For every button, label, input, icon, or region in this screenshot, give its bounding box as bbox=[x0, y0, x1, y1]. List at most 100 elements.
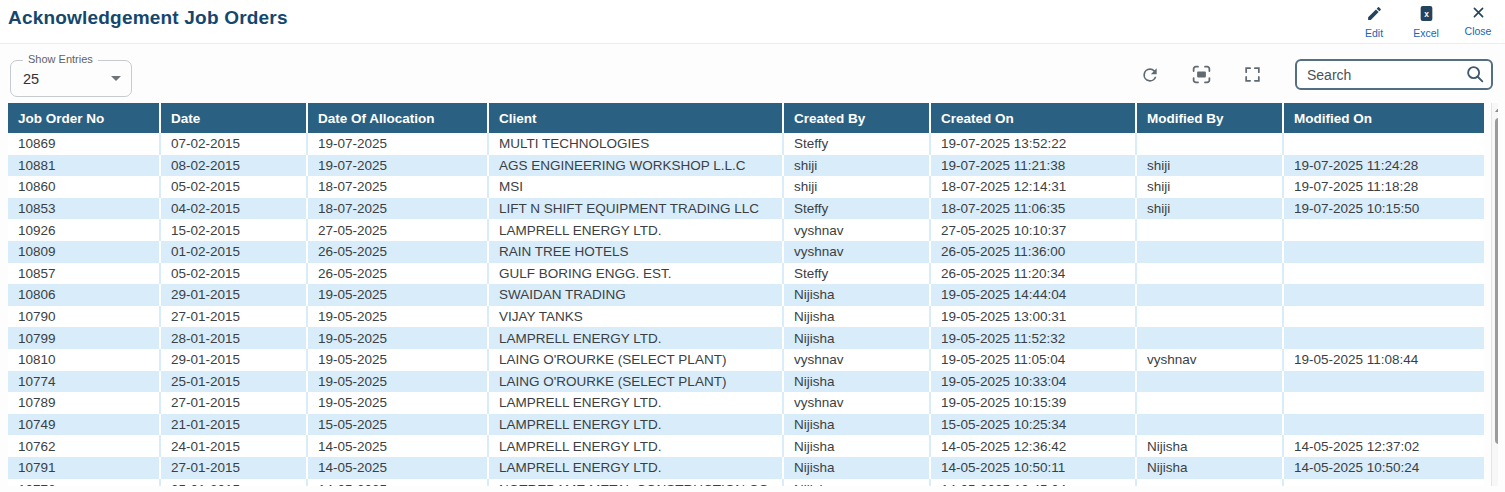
table-cell bbox=[1136, 371, 1283, 393]
table-cell: 04-02-2015 bbox=[160, 198, 307, 220]
table-row[interactable]: 1085304-02-201518-07-2025LIFT N SHIFT EQ… bbox=[8, 198, 1484, 220]
table-row[interactable]: 1086005-02-201518-07-2025MSIshiji18-07-2… bbox=[8, 176, 1484, 198]
table-cell: 19-05-2025 14:44:04 bbox=[930, 284, 1136, 306]
table-cell bbox=[1136, 133, 1283, 155]
table-row[interactable]: 1077625-01-201514-05-2025NOTREDAME METAL… bbox=[8, 479, 1484, 487]
table-cell: Nijisha bbox=[783, 435, 930, 457]
show-entries-select[interactable]: Show Entries 25 bbox=[10, 60, 132, 97]
excel-button-label: Excel bbox=[1413, 27, 1439, 39]
table-row[interactable]: 1080901-02-201526-05-2025RAIN TREE HOTEL… bbox=[8, 241, 1484, 263]
page-title: Acknowledgement Job Orders bbox=[8, 5, 288, 29]
show-entries-label: Show Entries bbox=[23, 53, 98, 65]
vertical-scrollbar[interactable] bbox=[1491, 103, 1498, 486]
table-cell: NOTREDAME METAL CONSTRUCTION CO bbox=[488, 479, 783, 487]
fullscreen-icon[interactable] bbox=[1240, 63, 1264, 87]
table-cell: 19-07-2025 bbox=[307, 133, 488, 155]
column-header-date-of-allocation[interactable]: Date Of Allocation bbox=[307, 103, 488, 133]
table-cell: RAIN TREE HOTELS bbox=[488, 241, 783, 263]
column-header-client[interactable]: Client bbox=[488, 103, 783, 133]
scroll-up-arrow[interactable] bbox=[1492, 103, 1498, 116]
table-cell: Steffy bbox=[783, 263, 930, 285]
fit-to-screen-icon[interactable] bbox=[1189, 63, 1213, 87]
table-cell: shiji bbox=[783, 176, 930, 198]
table-row[interactable]: 1086907-02-201519-07-2025MULTI TECHNOLOG… bbox=[8, 133, 1484, 155]
table-cell: Nijisha bbox=[783, 327, 930, 349]
table-cell bbox=[1283, 392, 1484, 414]
column-header-job-order-no[interactable]: Job Order No bbox=[8, 103, 160, 133]
table-cell: 05-02-2015 bbox=[160, 263, 307, 285]
table-cell: Steffy bbox=[783, 133, 930, 155]
table-cell bbox=[1136, 219, 1283, 241]
table-cell: Nijisha bbox=[783, 414, 930, 436]
column-header-modified-by[interactable]: Modified By bbox=[1136, 103, 1283, 133]
table-cell: 19-05-2025 bbox=[307, 327, 488, 349]
table-cell: GULF BORING ENGG. EST. bbox=[488, 263, 783, 285]
table-cell: 19-07-2025 11:24:28 bbox=[1283, 155, 1484, 177]
chevron-down-icon bbox=[111, 76, 121, 81]
table-cell bbox=[1283, 414, 1484, 436]
table-row[interactable]: 1077425-01-201519-05-2025LAING O'ROURKE … bbox=[8, 371, 1484, 393]
table-cell: 19-05-2025 bbox=[307, 284, 488, 306]
table-cell: LIFT N SHIFT EQUIPMENT TRADING LLC bbox=[488, 198, 783, 220]
table-cell: 28-01-2015 bbox=[160, 327, 307, 349]
table-row[interactable]: 1074921-01-201515-05-2025LAMPRELL ENERGY… bbox=[8, 414, 1484, 436]
column-header-created-by[interactable]: Created By bbox=[783, 103, 930, 133]
table-row[interactable]: 1079127-01-201514-05-2025LAMPRELL ENERGY… bbox=[8, 457, 1484, 479]
show-entries-value: 25 bbox=[23, 71, 111, 87]
table-cell: 19-05-2025 bbox=[307, 349, 488, 371]
table-cell: VIJAY TANKS bbox=[488, 306, 783, 328]
table-cell: 10857 bbox=[8, 263, 160, 285]
acknowledgement-job-orders-screen: Acknowledgement Job Orders Edit x Excel bbox=[0, 0, 1505, 492]
table-cell: Nijisha bbox=[1136, 435, 1283, 457]
table-cell: LAING O'ROURKE (SELECT PLANT) bbox=[488, 371, 783, 393]
table-cell: vyshnav bbox=[783, 241, 930, 263]
table-row[interactable]: 1079027-01-201519-05-2025VIJAY TANKSNiji… bbox=[8, 306, 1484, 328]
edit-button[interactable]: Edit bbox=[1359, 5, 1389, 39]
table-cell: 18-07-2025 12:14:31 bbox=[930, 176, 1136, 198]
column-header-date[interactable]: Date bbox=[160, 103, 307, 133]
table-cell: 18-07-2025 bbox=[307, 198, 488, 220]
table-cell: 10926 bbox=[8, 219, 160, 241]
scrollbar-thumb[interactable] bbox=[1495, 118, 1498, 444]
table-row[interactable]: 1076224-01-201514-05-2025LAMPRELL ENERGY… bbox=[8, 435, 1484, 457]
table-cell: 26-05-2025 bbox=[307, 263, 488, 285]
table-cell bbox=[1283, 306, 1484, 328]
table-cell: Nijisha bbox=[783, 284, 930, 306]
job-orders-card: Show Entries 25 bbox=[0, 43, 1505, 492]
table-cell bbox=[1136, 327, 1283, 349]
close-button[interactable]: Close bbox=[1463, 5, 1493, 39]
table-row[interactable]: 1088108-02-201519-07-2025AGS ENGINEERING… bbox=[8, 155, 1484, 177]
table-cell: LAMPRELL ENERGY LTD. bbox=[488, 327, 783, 349]
table-cell: 27-01-2015 bbox=[160, 392, 307, 414]
table-cell: shiji bbox=[1136, 155, 1283, 177]
table-row[interactable]: 1085705-02-201526-05-2025GULF BORING ENG… bbox=[8, 263, 1484, 285]
table-cell bbox=[1136, 284, 1283, 306]
table-row[interactable]: 1079928-01-201519-05-2025LAMPRELL ENERGY… bbox=[8, 327, 1484, 349]
table-cell: 10806 bbox=[8, 284, 160, 306]
table-cell: 08-02-2015 bbox=[160, 155, 307, 177]
table-cell: 25-01-2015 bbox=[160, 479, 307, 487]
table-row[interactable]: 1081029-01-201519-05-2025LAING O'ROURKE … bbox=[8, 349, 1484, 371]
table-cell: 10791 bbox=[8, 457, 160, 479]
table-cell: 15-05-2025 10:25:34 bbox=[930, 414, 1136, 436]
table-cell: 18-07-2025 bbox=[307, 176, 488, 198]
table-row[interactable]: 1092615-02-201527-05-2025LAMPRELL ENERGY… bbox=[8, 219, 1484, 241]
table-row[interactable]: 1080629-01-201519-05-2025SWAIDAN TRADING… bbox=[8, 284, 1484, 306]
table-row[interactable]: 1078927-01-201519-05-2025LAMPRELL ENERGY… bbox=[8, 392, 1484, 414]
refresh-icon[interactable] bbox=[1138, 63, 1162, 87]
table-cell: 10789 bbox=[8, 392, 160, 414]
column-header-modified-on[interactable]: Modified On bbox=[1283, 103, 1484, 133]
table-cell: vyshnav bbox=[1136, 349, 1283, 371]
column-header-created-on[interactable]: Created On bbox=[930, 103, 1136, 133]
table-cell: LAMPRELL ENERGY LTD. bbox=[488, 457, 783, 479]
table-cell: SWAIDAN TRADING bbox=[488, 284, 783, 306]
search-box bbox=[1295, 59, 1493, 90]
table-cell: 19-05-2025 10:15:39 bbox=[930, 392, 1136, 414]
table-cell: 10790 bbox=[8, 306, 160, 328]
table-cell: 19-07-2025 13:52:22 bbox=[930, 133, 1136, 155]
table-cell: 26-05-2025 11:36:00 bbox=[930, 241, 1136, 263]
excel-button[interactable]: x Excel bbox=[1411, 5, 1441, 39]
table-cell: 19-05-2025 11:08:44 bbox=[1283, 349, 1484, 371]
table-cell bbox=[1136, 392, 1283, 414]
table-cell: Nijisha bbox=[783, 479, 930, 487]
